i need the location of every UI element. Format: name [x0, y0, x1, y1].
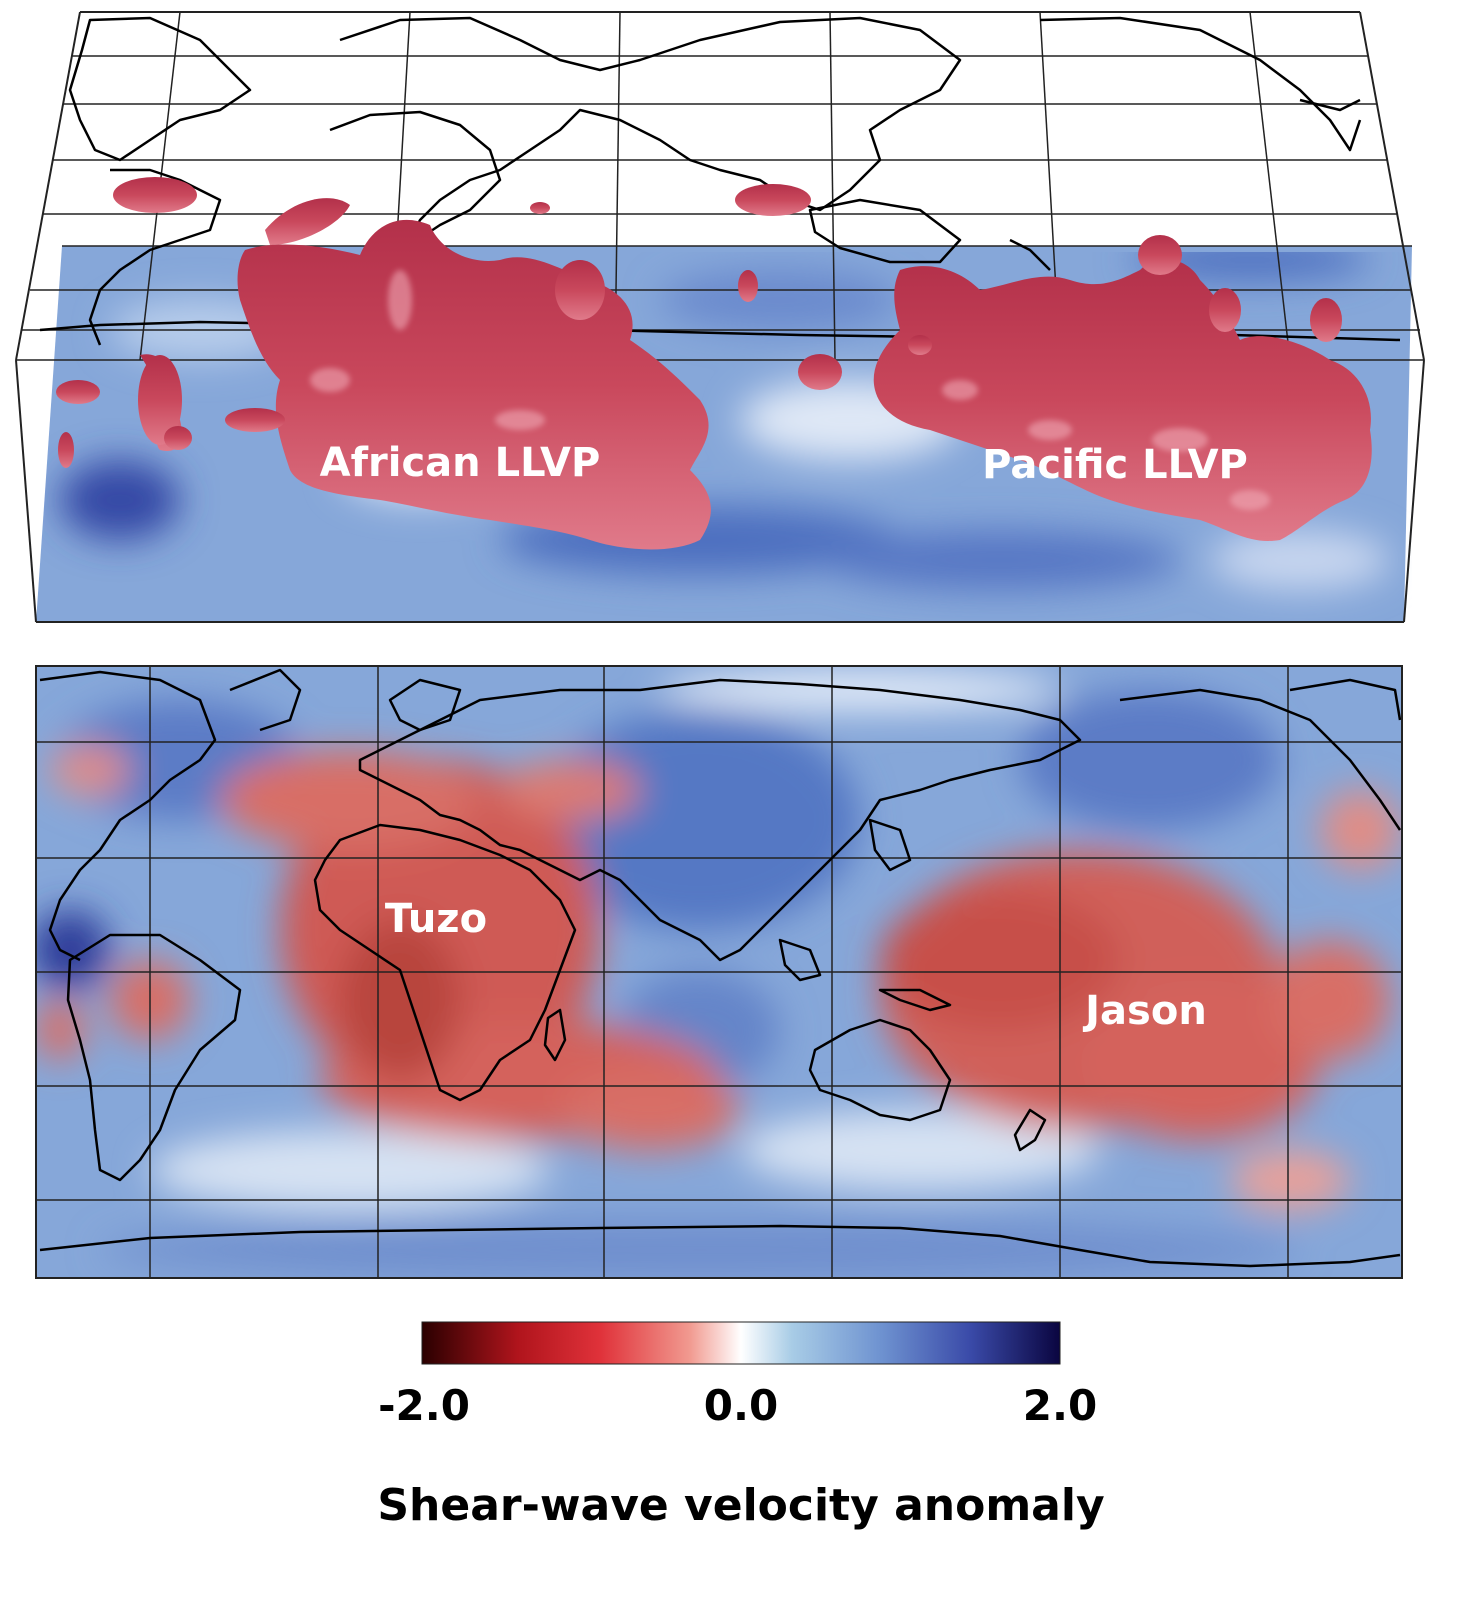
top-panel-3d-box: [15, 11, 1425, 623]
label-tuzo: Tuzo: [385, 896, 487, 942]
top-llvp-blobs-upper: [113, 177, 811, 245]
bottom-graticule: [36, 666, 1402, 1278]
bottom-coastlines: [39, 668, 1402, 1268]
colorbar-tick-min: -2.0: [378, 1381, 470, 1430]
bottom-anomaly-field: [36, 670, 1400, 1278]
label-jason: Jason: [1082, 988, 1207, 1034]
pacific-llvp-blob: [738, 235, 1372, 541]
colorbar-gradient: [421, 1321, 1061, 1365]
label-pacific-llvp: Pacific LLVP: [982, 442, 1248, 488]
colorbar-title: Shear-wave velocity anomaly: [377, 1480, 1104, 1531]
colorbar-tick-mid: 0.0: [704, 1381, 778, 1430]
blob-highlights: [310, 270, 1270, 510]
african-llvp-blob: [56, 219, 711, 550]
label-african-llvp: African LLVP: [320, 440, 601, 486]
colorbar-tick-max: 2.0: [1023, 1381, 1097, 1430]
colorbar: -2.0 0.0 2.0 Shear-wave velocity anomaly: [377, 1321, 1105, 1531]
bottom-panel-map: [35, 665, 1403, 1279]
